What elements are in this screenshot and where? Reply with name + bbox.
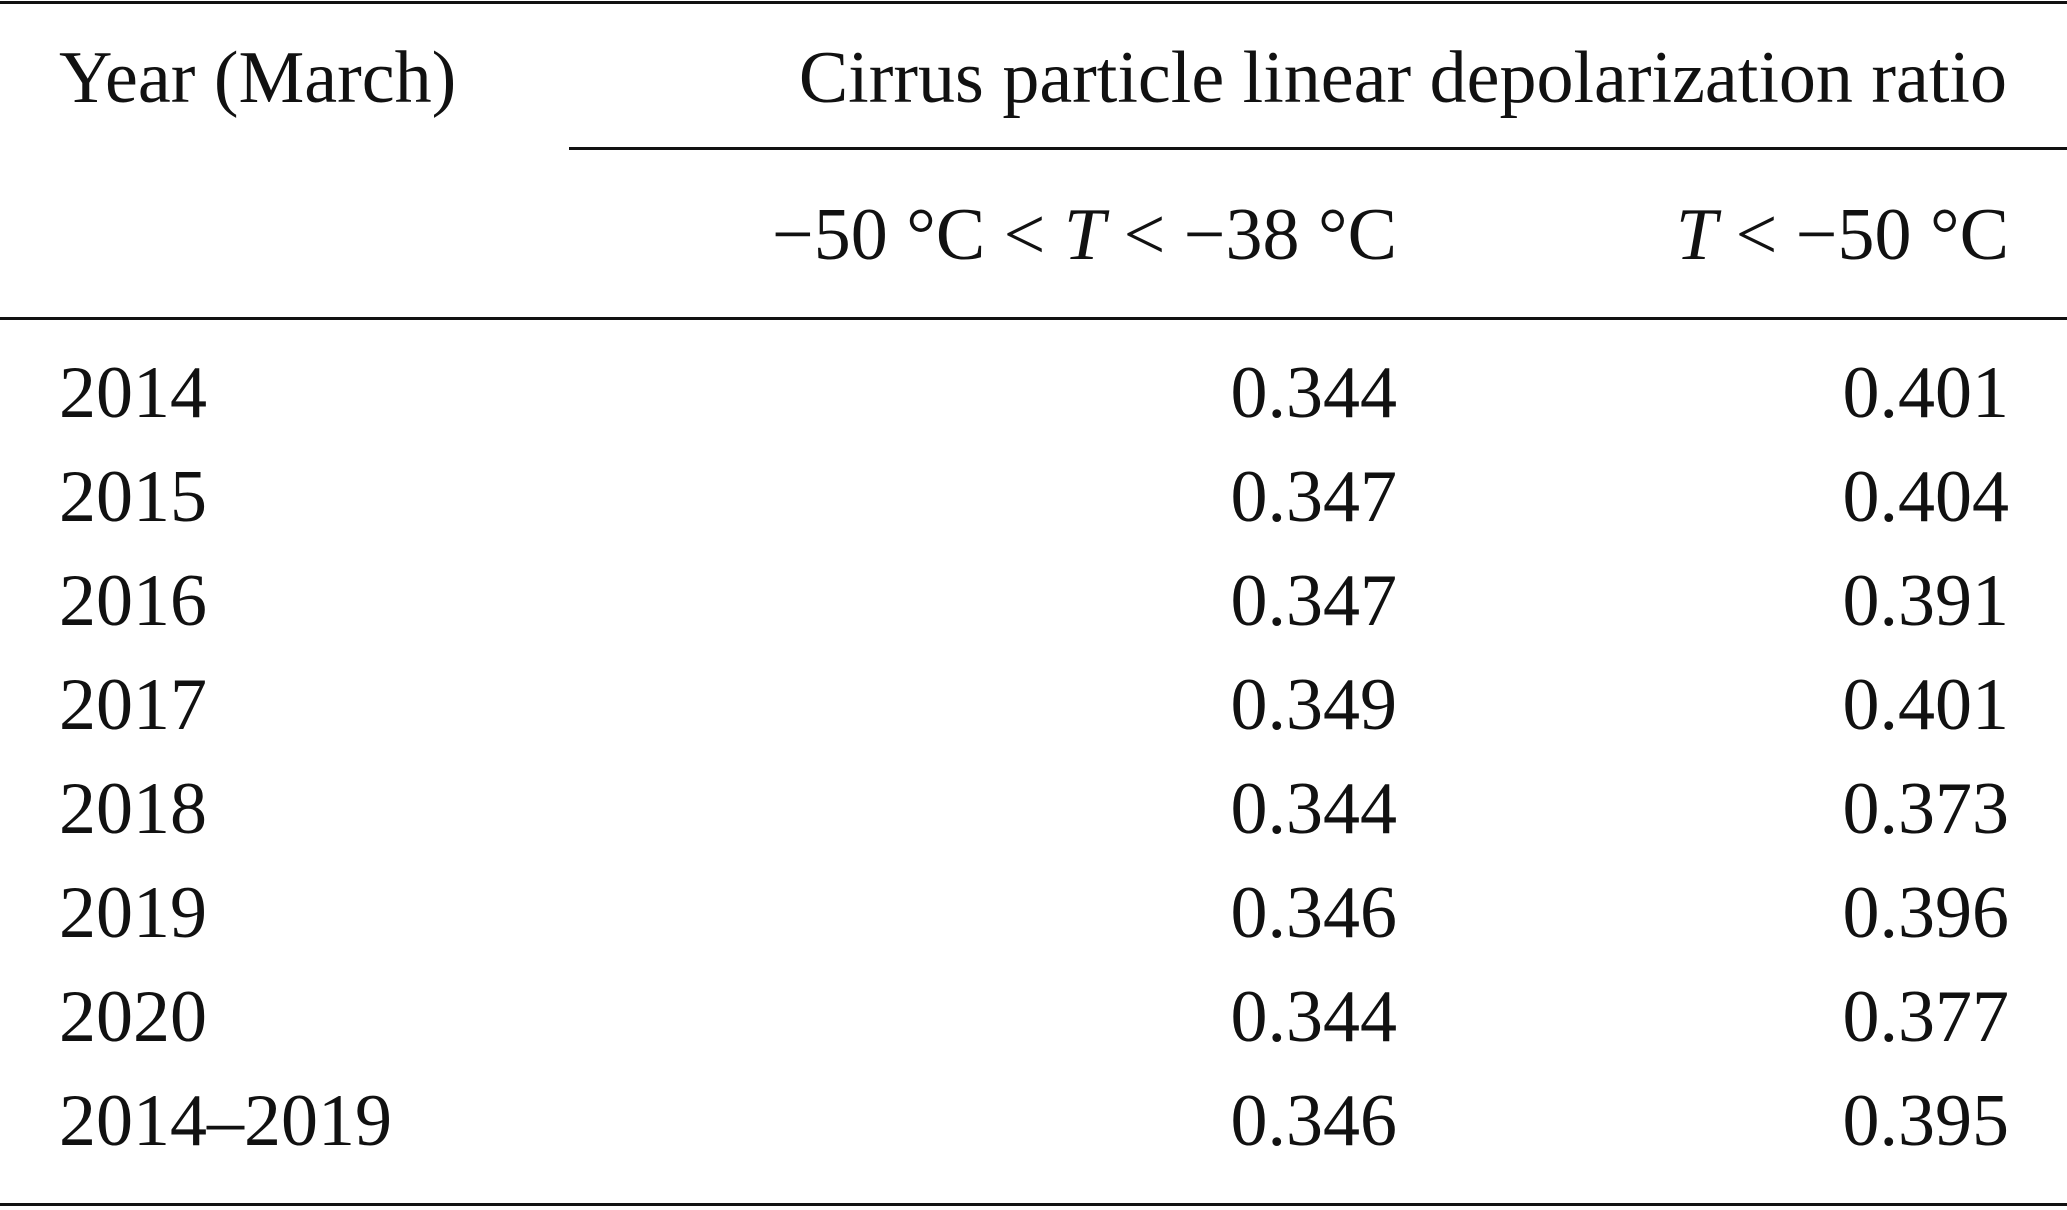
subheader-part: T xyxy=(1063,194,1106,276)
subheader-part: < −38 °C xyxy=(1105,194,1397,276)
group-rule xyxy=(569,147,2067,150)
row-label: 2017 xyxy=(59,664,207,746)
value-cell: 0.401 xyxy=(1842,352,2010,434)
row-label: 2014 xyxy=(59,352,207,434)
value-cell: 0.344 xyxy=(1230,768,1398,850)
value-cell: 0.347 xyxy=(1230,456,1398,538)
value-cell: 0.346 xyxy=(1230,1080,1398,1162)
subheader: T < −50 °C xyxy=(1676,198,2009,272)
row-label: 2014–2019 xyxy=(59,1080,392,1162)
value-cell: 0.395 xyxy=(1842,1080,2010,1162)
subheader-part: T xyxy=(1675,194,1718,276)
row-label: 2016 xyxy=(59,560,207,642)
row-label: 2018 xyxy=(59,768,207,850)
subheader-part: −50 °C < xyxy=(772,194,1064,276)
bottom-rule xyxy=(0,1203,2067,1206)
value-cell: 0.377 xyxy=(1842,976,2010,1058)
value-cell: 0.344 xyxy=(1230,976,1398,1058)
row-label: 2020 xyxy=(59,976,207,1058)
value-cell: 0.344 xyxy=(1230,352,1398,434)
value-cell: 0.347 xyxy=(1230,560,1398,642)
value-cell: 0.349 xyxy=(1230,664,1398,746)
row-label: 2015 xyxy=(59,456,207,538)
header-rule xyxy=(0,317,2067,320)
value-cell: 0.391 xyxy=(1842,560,2010,642)
value-cell: 0.346 xyxy=(1230,872,1398,954)
row-label: 2019 xyxy=(59,872,207,954)
value-cell: 0.401 xyxy=(1842,664,2010,746)
top-rule xyxy=(0,1,2067,4)
value-cell: 0.404 xyxy=(1842,456,2010,538)
subheader: −50 °C < T < −38 °C xyxy=(772,198,1397,272)
value-cell: 0.396 xyxy=(1842,872,2010,954)
row-label-header: Year (March) xyxy=(59,37,457,119)
group-header: Cirrus particle linear depolarization ra… xyxy=(798,37,2007,119)
value-cell: 0.373 xyxy=(1842,768,2010,850)
subheader-part: < −50 °C xyxy=(1717,194,2009,276)
